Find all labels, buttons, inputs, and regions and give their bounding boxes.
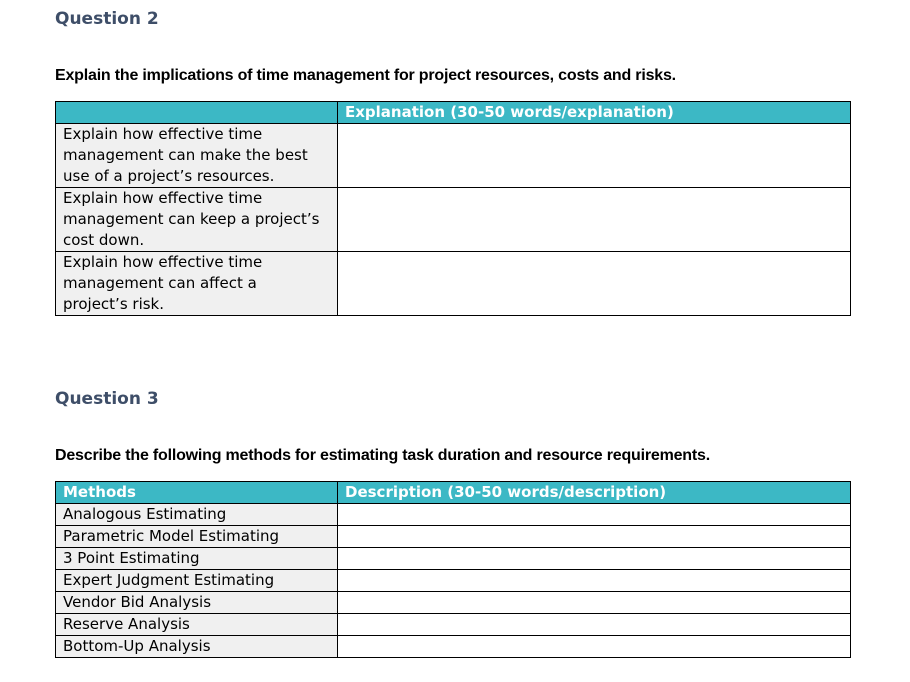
question3-method-label: Vendor Bid Analysis [55,591,338,614]
question3-method-label: Parametric Model Estimating [55,525,338,548]
question2-table: Explanation (30-50 words/explanation) Ex… [55,101,851,316]
table-row: Parametric Model Estimating [55,525,851,548]
question2-heading: Question 2 [55,9,159,29]
question2-answer-cell[interactable] [337,123,851,188]
question3-answer-cell[interactable] [337,569,851,592]
question2-answer-cell[interactable] [337,187,851,252]
question3-answer-cell[interactable] [337,613,851,636]
question3-method-label: Reserve Analysis [55,613,338,636]
table-row: Bottom-Up Analysis [55,635,851,658]
question2-answer-cell[interactable] [337,251,851,316]
question3-section: Question 3 Describe the following method… [55,388,910,658]
question3-method-label: Expert Judgment Estimating [55,569,338,592]
question3-answer-cell[interactable] [337,591,851,614]
question2-row-label: Explain how effective time management ca… [55,251,338,316]
question3-answer-cell[interactable] [337,635,851,658]
question3-table: Methods Description (30-50 words/descrip… [55,481,851,658]
question2-header-explanation: Explanation (30-50 words/explanation) [337,101,851,124]
table-row: 3 Point Estimating [55,547,851,570]
question2-row-label: Explain how effective time management ca… [55,187,338,252]
table-row: Explain how effective time management ca… [55,187,851,252]
question3-method-label: 3 Point Estimating [55,547,338,570]
question3-answer-cell[interactable] [337,503,851,526]
question3-method-label: Bottom-Up Analysis [55,635,338,658]
question3-header-description: Description (30-50 words/description) [337,481,851,504]
question2-section: Question 2 Explain the implications of t… [55,8,910,316]
question3-header-methods: Methods [55,481,338,504]
question2-table-header-row: Explanation (30-50 words/explanation) [55,101,851,124]
question3-answer-cell[interactable] [337,547,851,570]
question3-method-label: Analogous Estimating [55,503,338,526]
table-row: Explain how effective time management ca… [55,123,851,188]
table-row: Reserve Analysis [55,613,851,636]
table-row: Expert Judgment Estimating [55,569,851,592]
question3-answer-cell[interactable] [337,525,851,548]
table-row: Vendor Bid Analysis [55,591,851,614]
question2-header-empty-cell [55,101,338,124]
question3-heading: Question 3 [55,389,159,409]
question3-table-header-row: Methods Description (30-50 words/descrip… [55,481,851,504]
question3-prompt: Describe the following methods for estim… [55,447,710,464]
question2-prompt: Explain the implications of time managem… [55,67,676,84]
question2-row-label: Explain how effective time management ca… [55,123,338,188]
table-row: Explain how effective time management ca… [55,251,851,316]
table-row: Analogous Estimating [55,503,851,526]
